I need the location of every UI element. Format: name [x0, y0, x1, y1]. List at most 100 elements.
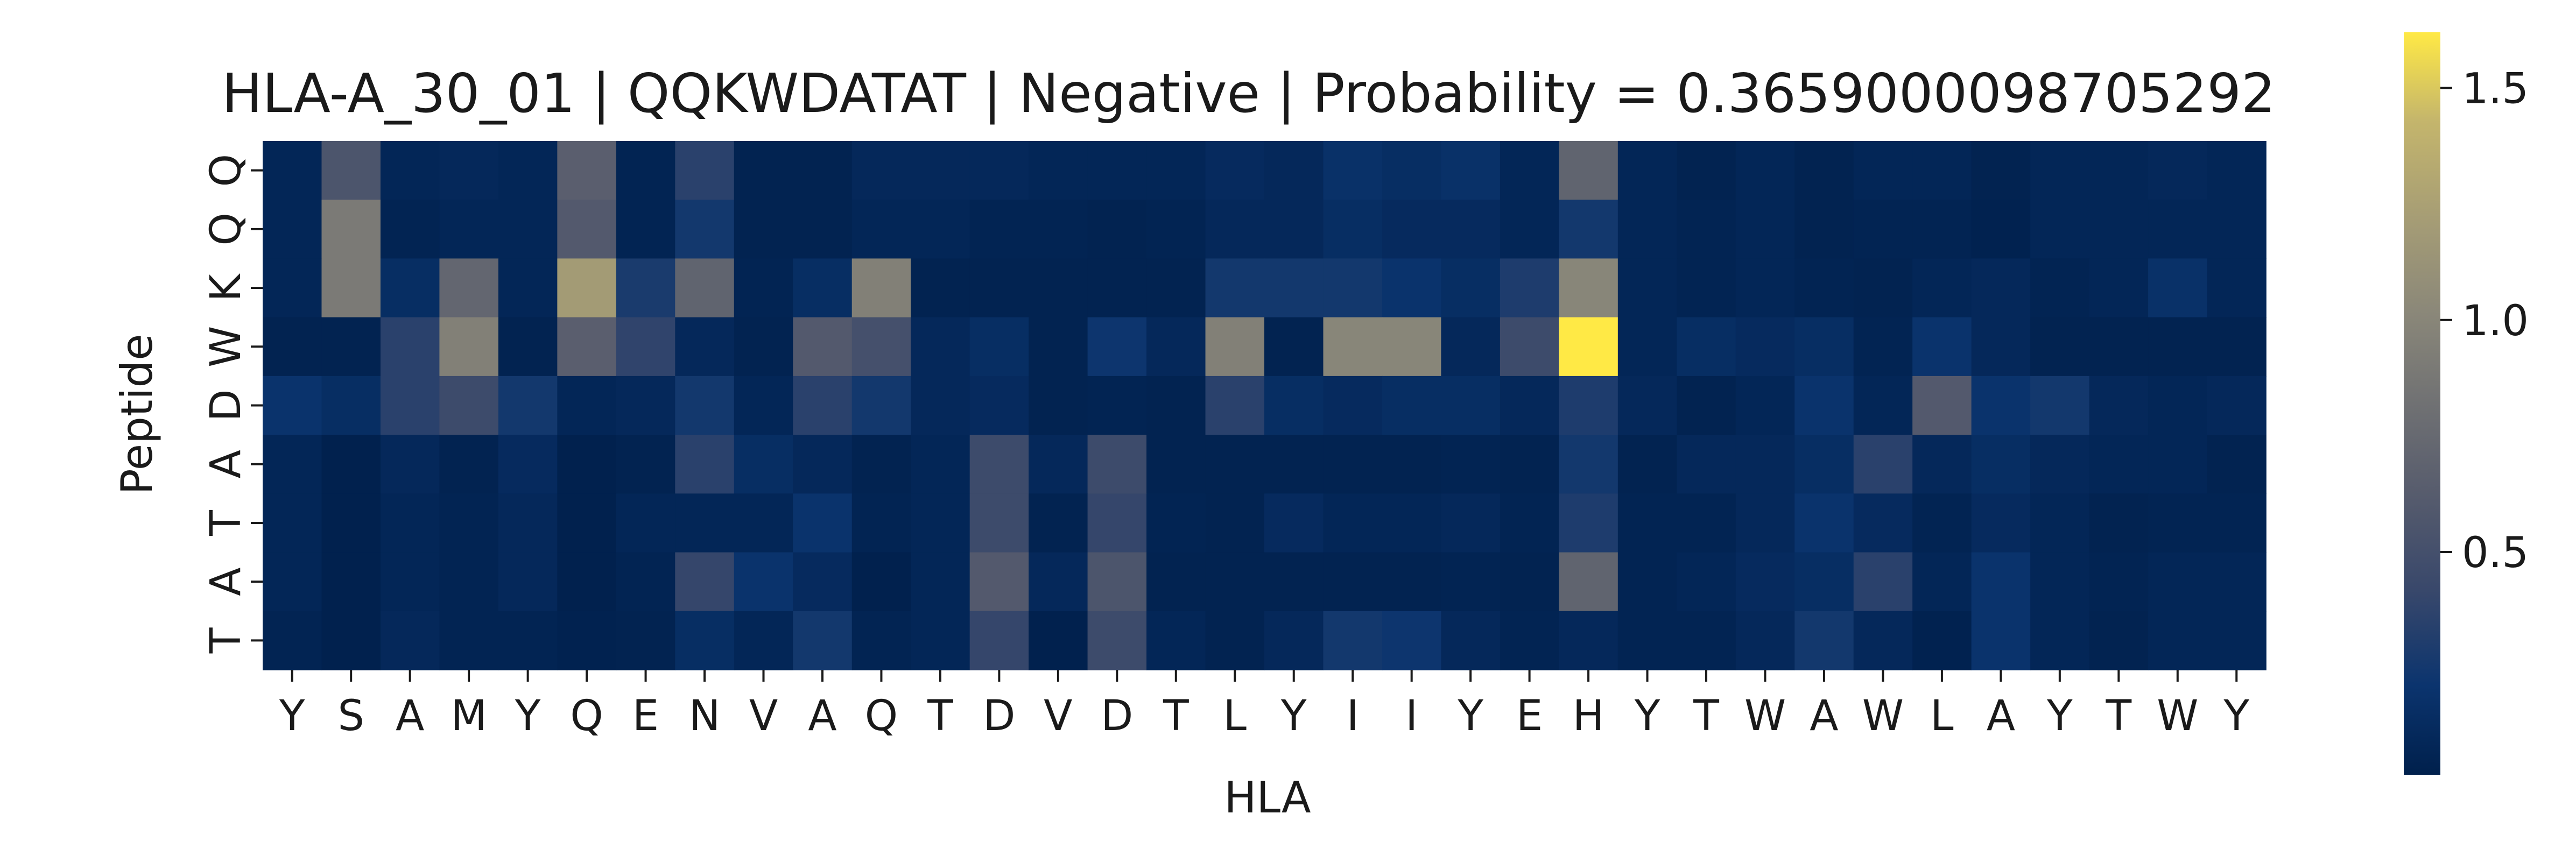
heatmap-cell: [498, 200, 558, 259]
heatmap-cell: [321, 435, 381, 494]
x-tick-label: I: [1347, 692, 1359, 740]
heatmap-cell: [2207, 141, 2267, 201]
heatmap-cell: [793, 258, 853, 318]
heatmap-cell: [321, 611, 381, 670]
heatmap-cell: [1794, 317, 1854, 377]
heatmap-cell: [1794, 376, 1854, 435]
y-tick-label: T: [202, 510, 250, 536]
colorbar-tick-label: 1.5: [2462, 65, 2529, 114]
heatmap-cell: [380, 611, 440, 670]
heatmap-cell: [793, 493, 853, 553]
x-tick-label: D: [983, 692, 1015, 740]
heatmap-cell: [1617, 141, 1678, 201]
heatmap-cell: [1146, 376, 1206, 435]
heatmap-cell: [2207, 317, 2267, 377]
heatmap-cell: [1971, 376, 2031, 435]
x-tick-label: S: [337, 692, 364, 740]
heatmap-cell: [675, 258, 735, 318]
heatmap-cell: [793, 376, 853, 435]
heatmap-cell: [1441, 493, 1501, 553]
heatmap-cell: [969, 317, 1029, 377]
heatmap-cell: [380, 258, 440, 318]
heatmap-cell: [1205, 493, 1265, 553]
x-tick-label: T: [927, 692, 953, 740]
x-tick-label: L: [1930, 692, 1954, 740]
heatmap-cell: [1029, 317, 1088, 377]
heatmap-cell: [1087, 141, 1147, 201]
heatmap-cell: [675, 376, 735, 435]
heatmap-cell: [2030, 258, 2090, 318]
heatmap-cell: [2207, 258, 2267, 318]
heatmap-cell: [1559, 611, 1618, 670]
heatmap-cell: [1441, 317, 1501, 377]
heatmap-cell: [793, 552, 853, 612]
heatmap-cell: [911, 552, 970, 612]
heatmap-cell: [1971, 552, 2031, 612]
heatmap-cell: [1677, 141, 1736, 201]
heatmap-cell: [616, 552, 676, 612]
heatmap-cell: [734, 200, 794, 259]
heatmap-cell: [2030, 552, 2090, 612]
heatmap-cell: [2089, 376, 2149, 435]
x-tick-label: M: [451, 692, 487, 740]
heatmap-cell: [1853, 493, 1913, 553]
heatmap-cell: [675, 317, 735, 377]
heatmap-cell: [439, 493, 499, 553]
heatmap-cell: [2089, 317, 2149, 377]
x-tick-label: A: [396, 692, 424, 740]
heatmap-cell: [616, 435, 676, 494]
heatmap-cell: [1029, 552, 1088, 612]
heatmap-cell: [1735, 317, 1796, 377]
heatmap-cell: [498, 493, 558, 553]
heatmap-cell: [793, 435, 853, 494]
heatmap-cell: [1677, 258, 1736, 318]
heatmap-cell: [2148, 141, 2208, 201]
heatmap-cell: [969, 493, 1029, 553]
heatmap-cell: [1971, 435, 2031, 494]
heatmap-cell: [2030, 435, 2090, 494]
heatmap-cell: [263, 552, 322, 612]
heatmap-cell: [969, 376, 1029, 435]
heatmap-cell: [734, 258, 794, 318]
heatmap-cell: [2030, 141, 2090, 201]
heatmap-cell: [1971, 611, 2031, 670]
heatmap-cell: [557, 376, 617, 435]
heatmap-cell: [1617, 493, 1678, 553]
heatmap-cell: [734, 611, 794, 670]
heatmap-cell: [1559, 435, 1618, 494]
heatmap-cell: [1853, 435, 1913, 494]
heatmap-cell: [1677, 611, 1736, 670]
heatmap-cell: [1323, 552, 1383, 612]
heatmap-cell: [1441, 141, 1501, 201]
heatmap-cell: [1617, 611, 1678, 670]
heatmap-cell: [380, 435, 440, 494]
heatmap-cell: [1735, 200, 1796, 259]
heatmap-cell: [380, 493, 440, 553]
x-tick-label: I: [1405, 692, 1418, 740]
heatmap-cell: [2030, 611, 2090, 670]
heatmap-cell: [2207, 200, 2267, 259]
x-tick-label: W: [2157, 692, 2198, 740]
heatmap-cell: [439, 552, 499, 612]
heatmap-cell: [321, 258, 381, 318]
heatmap-cell: [321, 376, 381, 435]
heatmap-cell: [498, 258, 558, 318]
y-tick-label: D: [202, 389, 250, 421]
heatmap-cell: [1382, 435, 1442, 494]
heatmap-cell: [1617, 317, 1678, 377]
heatmap-cell: [1264, 376, 1324, 435]
heatmap-cell: [321, 493, 381, 553]
heatmap-cell: [675, 435, 735, 494]
heatmap-cell: [1735, 611, 1796, 670]
heatmap-cell: [1441, 200, 1501, 259]
heatmap-cell: [851, 200, 911, 259]
heatmap-cell: [793, 611, 853, 670]
heatmap-cell: [557, 258, 617, 318]
heatmap-cell: [2148, 317, 2208, 377]
heatmap-cell: [1617, 258, 1678, 318]
heatmap-cell: [263, 611, 322, 670]
heatmap-cell: [2030, 376, 2090, 435]
heatmap-cell: [1912, 141, 1972, 201]
x-tick-label: V: [749, 692, 778, 740]
heatmap-cell: [498, 435, 558, 494]
